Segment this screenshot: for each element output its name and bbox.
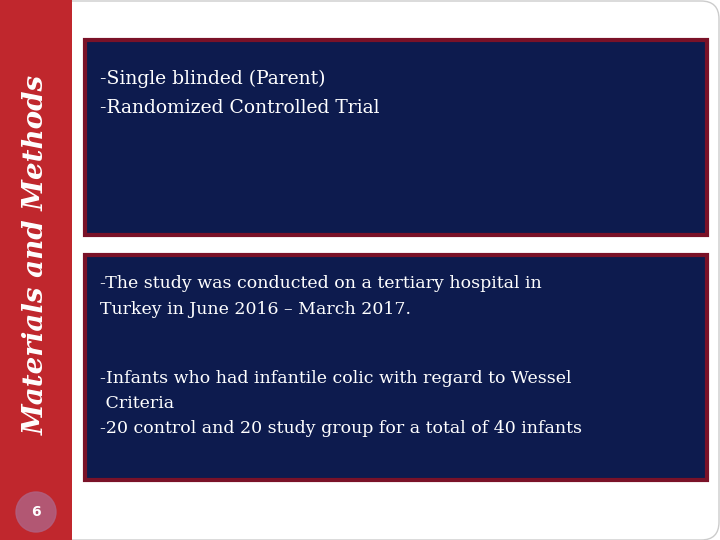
Text: Materials and Methods: Materials and Methods [22,75,50,435]
Text: -The study was conducted on a tertiary hospital in
Turkey in June 2016 – March 2: -The study was conducted on a tertiary h… [100,275,541,318]
Text: -Single blinded (Parent)
-Randomized Controlled Trial: -Single blinded (Parent) -Randomized Con… [100,70,379,117]
Text: 6: 6 [31,505,41,519]
Text: -Infants who had infantile colic with regard to Wessel
 Criteria
-20 control and: -Infants who had infantile colic with re… [100,370,582,437]
Bar [85,255,707,480]
Bar [0,0,72,540]
Circle shape [16,492,56,532]
Bar [85,40,707,235]
